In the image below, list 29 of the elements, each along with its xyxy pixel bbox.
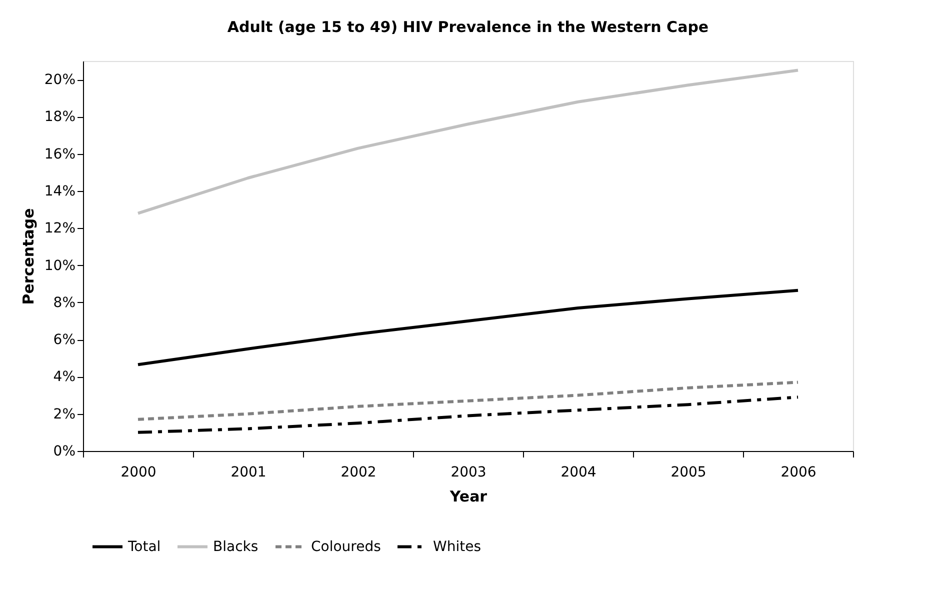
x-axis-title: Year: [448, 488, 488, 506]
x-tick-label: 2004: [560, 464, 596, 480]
y-tick-label: 2%: [53, 406, 76, 422]
y-tick-label: 12%: [44, 220, 76, 237]
x-tick-label: 2002: [340, 464, 376, 480]
y-tick-label: 6%: [53, 332, 76, 348]
legend-label: Blacks: [213, 538, 258, 555]
y-tick-label: 16%: [44, 146, 76, 162]
y-axis-title: Percentage: [19, 208, 38, 305]
legend-label: Total: [127, 538, 161, 555]
x-tick-label: 2001: [230, 464, 266, 480]
y-tick-label: 10%: [44, 258, 76, 274]
y-tick-label: 18%: [44, 109, 76, 126]
x-tick-label: 2005: [670, 464, 706, 480]
line-series: [136, 380, 800, 421]
line-series: [136, 288, 800, 366]
y-tick-label: 14%: [44, 184, 76, 200]
y-tick-label: 4%: [53, 369, 76, 386]
line-series: [136, 396, 800, 434]
y-tick-label: 8%: [53, 294, 76, 311]
chart-title: Adult (age 15 to 49) HIV Prevalence in the Western Cape: [227, 18, 709, 36]
legend-label: Whites: [433, 538, 482, 555]
line-series: [136, 68, 800, 215]
legend-label: Coloureds: [311, 538, 381, 555]
x-tick-label: 2003: [450, 464, 486, 480]
y-tick-label: 0%: [53, 444, 76, 460]
x-tick-label: 2006: [780, 464, 816, 480]
x-tick-label: 2000: [120, 464, 156, 480]
y-tick-label: 20%: [44, 72, 76, 88]
